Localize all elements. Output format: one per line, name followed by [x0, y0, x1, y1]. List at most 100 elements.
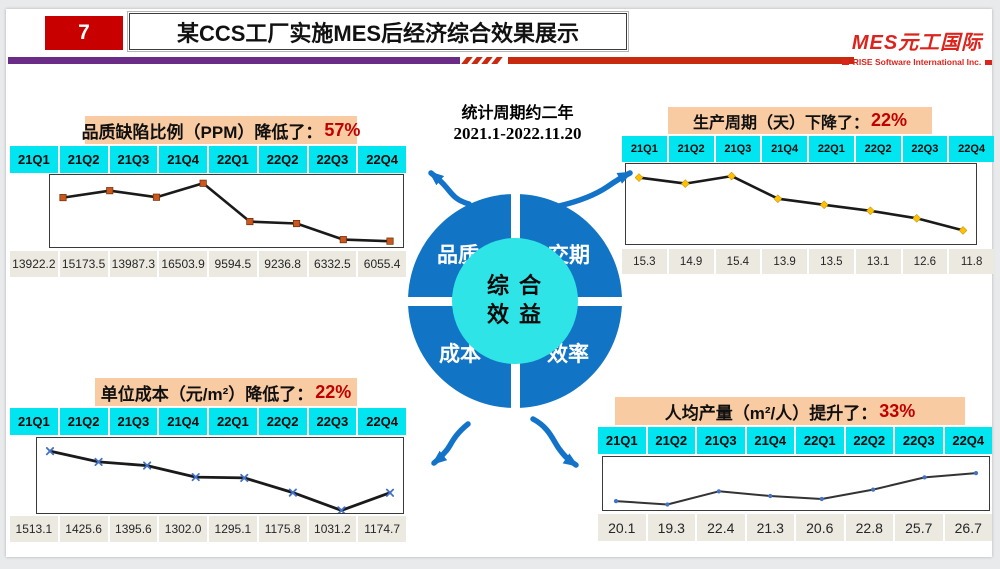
data-point-marker [912, 213, 922, 223]
value-cell: 9594.5 [209, 251, 257, 277]
value-cell: 26.7 [944, 514, 992, 541]
stat-period-label: 统计周期约二年 [461, 105, 574, 122]
divider-red-bar [508, 57, 854, 64]
data-point-marker [45, 447, 55, 456]
quarter-cell: 21Q1 [622, 136, 667, 162]
quarter-header-row: 21Q1 21Q2 21Q3 21Q4 22Q1 22Q2 22Q3 22Q4 [10, 408, 406, 435]
trend-line [48, 449, 392, 512]
data-point-marker [613, 498, 619, 504]
data-point-marker [768, 493, 773, 499]
value-row: 15.3 14.9 15.4 13.9 13.5 13.1 12.6 11.8 [622, 249, 994, 274]
quarter-cell: 22Q2 [845, 427, 893, 454]
value-cell: 6332.5 [308, 251, 357, 277]
value-cell: 1395.6 [109, 516, 158, 542]
data-point-marker [337, 506, 346, 513]
quarter-cell: 21Q4 [159, 408, 207, 435]
quarter-cell: 22Q1 [209, 146, 257, 173]
trend-line [61, 182, 392, 243]
trend-line-chart [45, 447, 395, 513]
value-row: 1513.1 1425.6 1395.6 1302.0 1295.1 1175.8 1031… [10, 516, 406, 542]
quarter-cell: 21Q4 [159, 146, 207, 173]
plot-area [36, 437, 404, 514]
logo-subtitle-text: RISE Software International Inc. [852, 57, 982, 67]
logo-accent-square [985, 59, 992, 65]
data-point-marker [152, 193, 160, 201]
divider-purple-bar [8, 57, 460, 64]
value-cell: 25.7 [895, 514, 943, 541]
hub-quadrant-cost: 成本 [439, 343, 481, 366]
data-point-marker [240, 473, 249, 483]
hub-quadrant-efficiency: 效率 [547, 343, 589, 366]
hub-core-line2: 效 益 [486, 302, 544, 327]
value-cell: 13.9 [762, 249, 807, 274]
value-cell: 1175.8 [258, 516, 307, 542]
quarter-cell: 21Q3 [697, 427, 745, 454]
stat-period-dates: 2021.1-2022.11.20 [453, 124, 582, 143]
data-point-marker [773, 194, 783, 204]
data-point-marker [819, 200, 829, 210]
data-point-marker [339, 236, 347, 244]
quarter-cell: 22Q1 [809, 136, 854, 162]
quarter-cell: 21Q2 [668, 136, 714, 162]
data-point-marker [386, 237, 394, 245]
quarter-header-row: 21Q1 21Q2 21Q3 21Q4 22Q1 22Q2 22Q3 22Q4 [622, 136, 994, 162]
value-cell: 13987.3 [109, 251, 158, 277]
value-cell: 15.3 [622, 249, 667, 274]
logo-brand-text: MES元工国际 [851, 32, 983, 54]
value-cell: 16503.9 [159, 251, 207, 277]
data-point-marker [680, 179, 690, 188]
divider-slashes [461, 57, 503, 64]
value-cell: 14.9 [668, 249, 714, 274]
data-point-marker [958, 226, 968, 235]
chart-title: 人均产量（m²/人）提升了： 33% [615, 397, 965, 425]
data-point-marker [871, 487, 876, 492]
quarter-cell: 21Q2 [59, 146, 108, 173]
quarter-cell: 22Q2 [258, 408, 307, 435]
data-point-marker [199, 179, 207, 187]
chart-percent: 22% [315, 381, 352, 402]
value-cell: 13.1 [855, 249, 901, 274]
logo-accent-square [842, 59, 849, 65]
data-point-marker [385, 488, 395, 497]
quarter-cell: 21Q4 [762, 136, 807, 162]
value-cell: 21.3 [746, 514, 794, 541]
stat-period: 统计周期约二年 2021.1-2022.11.20 [415, 99, 620, 144]
data-point-marker [634, 173, 644, 182]
quarter-cell: 22Q4 [358, 408, 406, 435]
quarter-cell: 22Q1 [796, 427, 844, 454]
quarter-cell: 21Q4 [746, 427, 794, 454]
quarter-cell: 22Q3 [308, 408, 357, 435]
trend-line [637, 174, 965, 232]
data-point-marker [94, 457, 103, 467]
quarter-header-row: 21Q1 21Q2 21Q3 21Q4 22Q1 22Q2 22Q3 22Q4 [598, 427, 992, 454]
plot-area [602, 456, 990, 511]
quarter-cell: 21Q3 [109, 146, 158, 173]
data-point-marker [922, 475, 927, 480]
quarter-cell: 22Q3 [308, 146, 357, 173]
value-cell: 1513.1 [10, 516, 58, 542]
trend-line-chart [613, 471, 979, 507]
quarter-cell: 22Q4 [358, 146, 406, 173]
data-point-marker [727, 171, 736, 181]
data-point-marker [973, 471, 979, 476]
value-cell: 22.4 [697, 514, 745, 541]
value-row: 13922.2 15173.5 13987.3 16503.9 9594.5 9236.8… [10, 251, 406, 277]
quarter-cell: 22Q3 [895, 427, 943, 454]
value-cell: 11.8 [949, 249, 994, 274]
value-cell: 20.6 [796, 514, 844, 541]
chart-title: 生产周期（天）下降了： 22% [668, 107, 932, 134]
value-cell: 13922.2 [10, 251, 58, 277]
value-cell: 1295.1 [209, 516, 257, 542]
trend-line-chart [634, 171, 968, 235]
quarter-cell: 22Q1 [209, 408, 257, 435]
quarter-cell: 21Q3 [715, 136, 761, 162]
chart-percent: 57% [324, 119, 361, 140]
quarter-cell: 22Q2 [855, 136, 901, 162]
data-point-marker [143, 461, 152, 470]
quarter-cell: 21Q2 [59, 408, 108, 435]
data-point-marker [716, 489, 721, 494]
data-point-marker [106, 187, 114, 195]
value-cell: 9236.8 [258, 251, 307, 277]
data-point-marker [293, 219, 301, 228]
